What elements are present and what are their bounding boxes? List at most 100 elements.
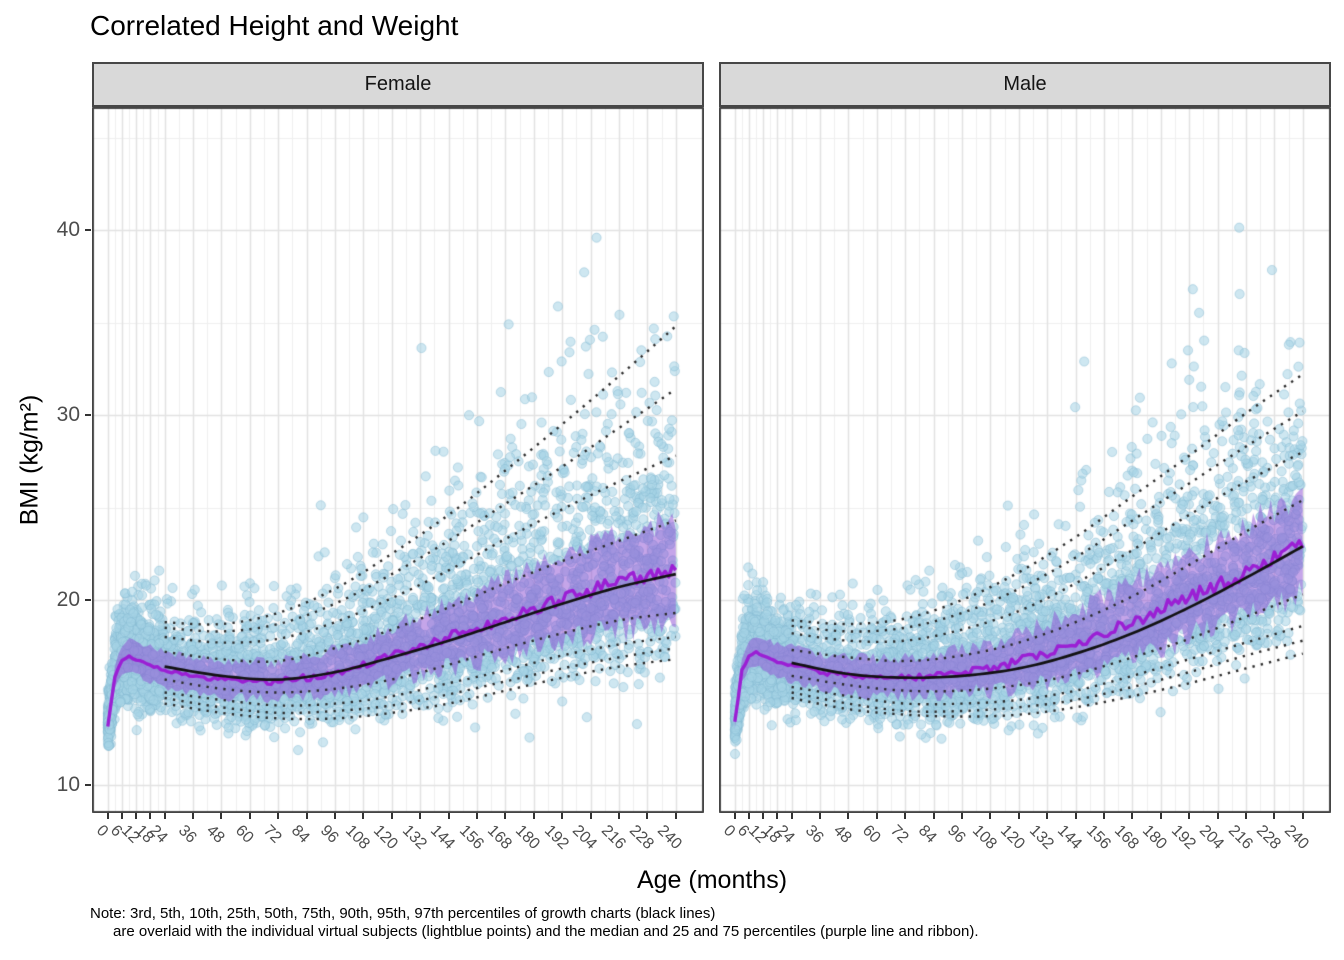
- x-axis-tick-mark: [674, 813, 677, 819]
- x-tick-label: 72: [886, 822, 912, 847]
- x-tick-label: 108: [341, 822, 373, 853]
- x-tick-label: 216: [1224, 822, 1256, 853]
- x-axis-tick-mark: [1046, 813, 1049, 819]
- x-tick-label: 180: [512, 822, 544, 853]
- x-axis-tick-mark: [1216, 813, 1219, 819]
- y-axis-tick-mark: [85, 599, 91, 601]
- x-axis-tick-mark: [504, 813, 507, 819]
- x-axis-title: Age (months): [636, 866, 788, 894]
- x-axis-tick-mark: [447, 813, 450, 819]
- x-tick-label: 168: [1110, 822, 1142, 853]
- x-tick-label: 36: [801, 822, 827, 847]
- x-axis-tick-mark: [277, 813, 280, 819]
- note-line-2: are overlaid with the individual virtual…: [113, 923, 979, 940]
- y-axis-tick-mark: [85, 229, 91, 231]
- x-tick-label: 240: [1281, 822, 1313, 853]
- x-axis-tick-mark: [776, 813, 779, 819]
- x-tick-label: 192: [1167, 822, 1199, 853]
- x-axis-tick-mark: [192, 813, 194, 819]
- y-axis-tick-mark: [85, 414, 91, 416]
- x-axis-tick-mark: [106, 813, 109, 819]
- x-axis-tick-mark: [1245, 813, 1247, 819]
- chart-canvas-female: [92, 107, 704, 813]
- x-axis-tick-mark: [748, 813, 750, 819]
- x-tick-label: 84: [288, 822, 313, 847]
- x-tick-label: 228: [625, 822, 657, 853]
- x-tick-label: 168: [483, 822, 515, 853]
- x-axis-tick-mark: [334, 813, 336, 819]
- x-axis-tick-mark: [305, 813, 308, 819]
- x-tick-label: 228: [1252, 822, 1284, 853]
- x-tick-label: 144: [1054, 822, 1086, 853]
- facet-strip-label: Male: [1003, 73, 1047, 95]
- plot-panel-female: [92, 107, 704, 813]
- x-tick-label: 240: [654, 822, 686, 853]
- x-axis-tick-mark: [1273, 813, 1276, 819]
- x-axis-tick-mark: [163, 813, 166, 819]
- y-tick-label: 40: [56, 218, 80, 241]
- x-axis-tick-mark: [1301, 813, 1304, 819]
- x-axis-tick-mark: [762, 813, 765, 819]
- x-axis-tick-mark: [532, 813, 535, 819]
- x-tick-label: 120: [997, 822, 1029, 853]
- x-axis-tick-mark: [875, 813, 878, 819]
- x-tick-label: 60: [231, 822, 257, 847]
- x-tick-label: 60: [858, 822, 884, 847]
- x-axis-tick-mark: [248, 813, 251, 819]
- x-tick-label: 24: [773, 822, 798, 847]
- chart-canvas-male: [719, 107, 1331, 813]
- x-tick-label: 96: [943, 822, 969, 847]
- x-tick-label: 132: [398, 822, 430, 853]
- x-axis-tick-mark: [149, 813, 152, 819]
- note-line-1: Note: 3rd, 5th, 10th, 25th, 50th, 75th, …: [90, 905, 716, 922]
- y-tick-label: 10: [56, 773, 80, 796]
- x-axis-tick-mark: [961, 813, 963, 819]
- x-tick-label: 156: [455, 822, 487, 853]
- x-axis-tick-mark: [847, 813, 850, 819]
- x-tick-label: 72: [259, 822, 285, 847]
- x-tick-label: 204: [1196, 822, 1228, 853]
- x-axis-tick-mark: [476, 813, 478, 819]
- x-axis-tick-mark: [135, 813, 138, 819]
- y-tick-label: 20: [56, 588, 80, 611]
- x-axis-tick-mark: [618, 813, 620, 819]
- y-tick-label: 30: [56, 403, 80, 426]
- plot-panel-male: [719, 107, 1331, 813]
- x-axis-tick-mark: [589, 813, 592, 819]
- x-tick-label: 36: [174, 822, 200, 847]
- x-tick-label: 108: [968, 822, 1000, 853]
- x-axis-tick-mark: [1017, 813, 1020, 819]
- x-axis-tick-mark: [121, 813, 123, 819]
- x-tick-label: 24: [146, 822, 171, 847]
- x-tick-label: 84: [915, 822, 940, 847]
- x-tick-label: 156: [1082, 822, 1114, 853]
- x-axis-tick-mark: [1159, 813, 1162, 819]
- x-tick-label: 96: [316, 822, 342, 847]
- x-axis-tick-mark: [1188, 813, 1191, 819]
- x-axis-tick-mark: [790, 813, 793, 819]
- x-tick-label: 216: [597, 822, 629, 853]
- x-axis-tick-mark: [989, 813, 992, 819]
- x-tick-label: 48: [830, 822, 855, 847]
- facet-strip-label: Female: [364, 73, 432, 95]
- chart-title: Correlated Height and Weight: [90, 10, 459, 41]
- x-axis-tick-mark: [390, 813, 393, 819]
- x-tick-label: 48: [203, 822, 228, 847]
- x-axis-tick-mark: [1103, 813, 1105, 819]
- x-tick-label: 180: [1139, 822, 1171, 853]
- x-tick-label: 204: [569, 822, 601, 853]
- x-axis-tick-mark: [819, 813, 821, 819]
- facet-strip-female: Female: [92, 62, 704, 107]
- x-axis-tick-mark: [646, 813, 649, 819]
- x-axis-tick-mark: [1131, 813, 1134, 819]
- x-axis-tick-mark: [362, 813, 365, 819]
- x-tick-label: 120: [370, 822, 402, 853]
- x-tick-label: 192: [540, 822, 572, 853]
- x-tick-label: 132: [1025, 822, 1057, 853]
- x-axis-tick-mark: [1074, 813, 1077, 819]
- x-axis-tick-mark: [419, 813, 422, 819]
- x-tick-label: 144: [427, 822, 459, 853]
- x-axis-tick-mark: [904, 813, 907, 819]
- x-axis-tick-mark: [561, 813, 564, 819]
